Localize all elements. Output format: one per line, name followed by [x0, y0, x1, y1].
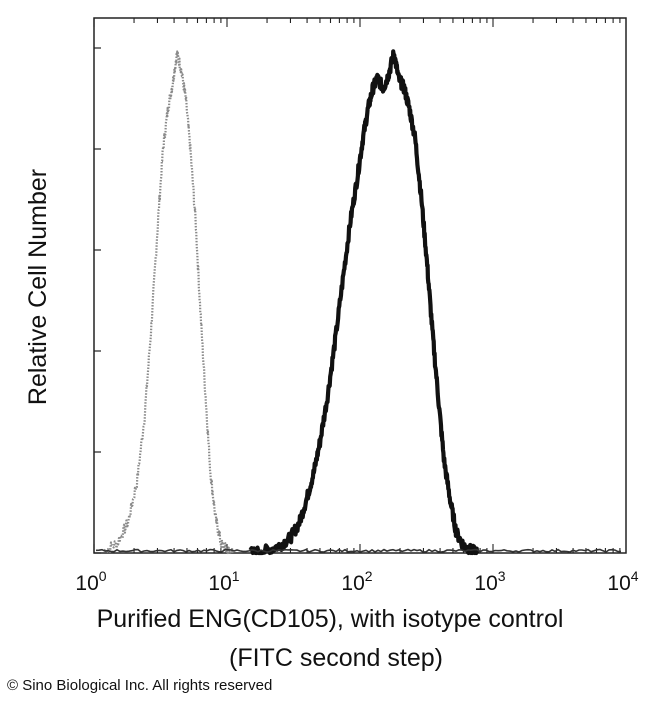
y-axis-label: Relative Cell Number [24, 169, 52, 405]
x-axis-ticks [93, 18, 621, 553]
x-tick-label: 100 [75, 568, 106, 595]
baseline-noise [95, 548, 622, 553]
x-tick-label: 102 [341, 568, 372, 595]
plot-frame [93, 17, 627, 554]
x-tick-label-base: 10 [474, 572, 497, 595]
x-tick-label-exponent: 3 [498, 568, 506, 584]
x-axis-tick-labels: 100 101 102 103 104 [75, 568, 638, 595]
series-layer [95, 49, 622, 556]
copyright-notice: © Sino Biological Inc. All rights reserv… [7, 677, 273, 694]
x-tick-label-exponent: 2 [365, 568, 373, 584]
x-axis-label-line1: Purified ENG(CD105), with isotype contro… [97, 605, 564, 633]
x-tick-label-exponent: 0 [99, 568, 107, 584]
x-tick-label-base: 10 [208, 572, 231, 595]
x-tick-label-base: 10 [341, 572, 364, 595]
y-axis-ticks [94, 47, 101, 554]
x-tick-label: 104 [607, 568, 638, 595]
x-tick-label: 101 [208, 568, 239, 595]
x-tick-label-exponent: 4 [631, 568, 639, 584]
eng-cd105-histogram [248, 49, 480, 556]
x-tick-label-base: 10 [607, 572, 630, 595]
x-tick-label-base: 10 [75, 572, 98, 595]
x-tick-label: 103 [474, 568, 505, 595]
x-axis-label-line2: (FITC second step) [229, 644, 443, 672]
x-tick-label-exponent: 1 [232, 568, 240, 584]
isotype-control-histogram [103, 50, 234, 555]
